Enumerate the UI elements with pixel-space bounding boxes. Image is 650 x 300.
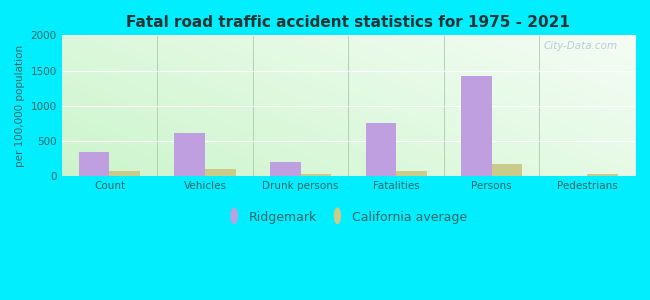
Y-axis label: per 100,000 population: per 100,000 population [15,45,25,167]
Legend: Ridgemark, California average: Ridgemark, California average [224,206,473,229]
Bar [461,76,491,176]
Bar [365,123,396,176]
Bar [174,133,205,176]
Bar [270,162,300,176]
Bar [587,175,618,176]
Bar [491,164,522,176]
Text: City-Data.com: City-Data.com [543,41,618,51]
Bar [79,152,109,176]
Bar [109,171,140,176]
Bar [205,169,235,176]
Bar [396,171,426,176]
Bar [300,175,331,176]
Title: Fatal road traffic accident statistics for 1975 - 2021: Fatal road traffic accident statistics f… [126,15,570,30]
